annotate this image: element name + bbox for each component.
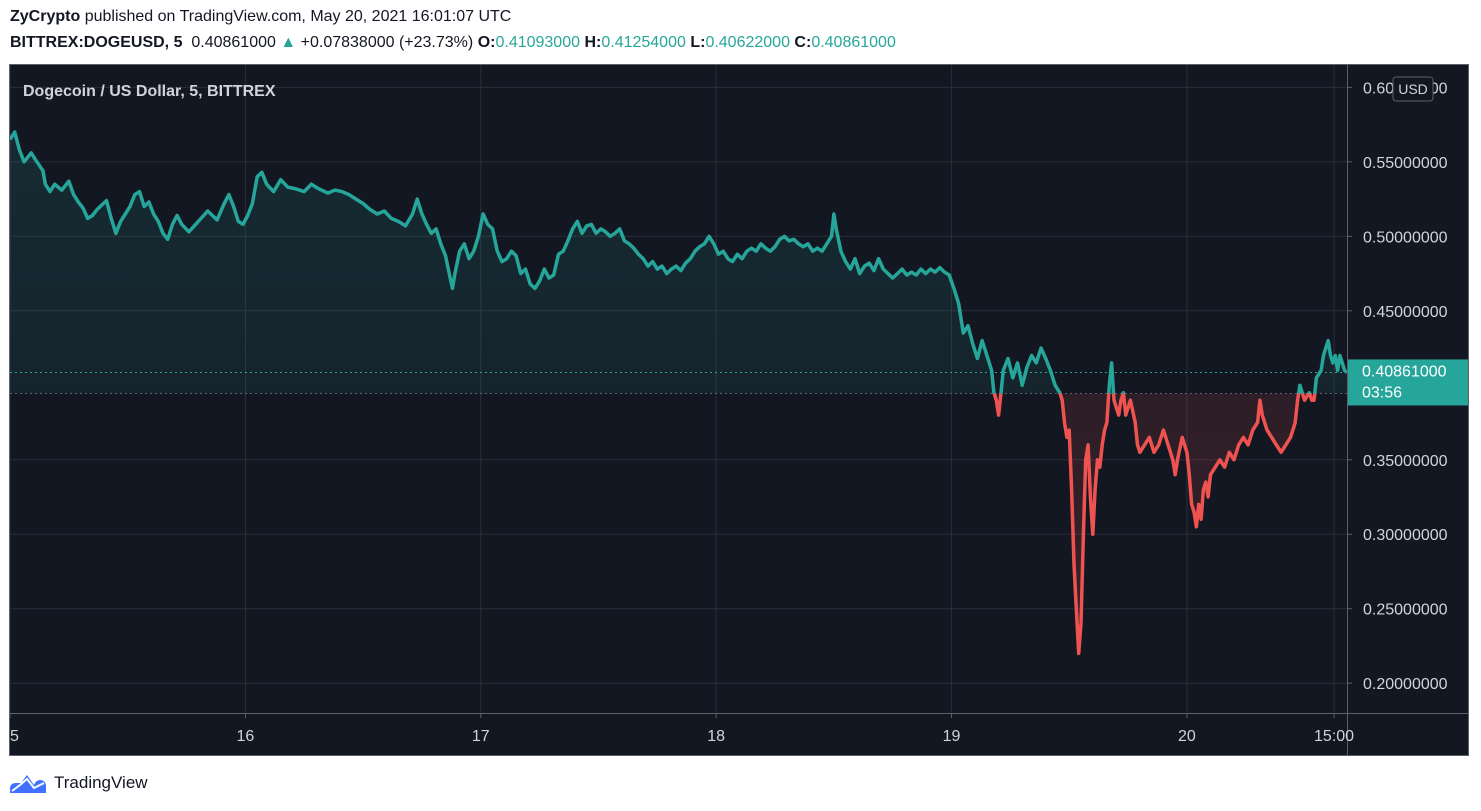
y-tick-label: 0.25000000: [1363, 602, 1448, 619]
x-tick-label: 18: [707, 728, 725, 745]
close-label: C:: [794, 34, 812, 51]
chart-title: Dogecoin / US Dollar, 5, BITTREX: [23, 83, 276, 100]
last-price: 0.40861000: [191, 34, 276, 51]
footer-brand[interactable]: TradingView: [8, 770, 148, 796]
tradingview-logo-icon: [10, 775, 46, 793]
current-price-value: 0.40861000: [1362, 363, 1447, 380]
y-tick-label: 0.55000000: [1363, 155, 1448, 172]
open-value: 0.41093000: [495, 34, 580, 51]
low-value: 0.40622000: [705, 34, 790, 51]
author-name[interactable]: ZyCrypto: [10, 8, 81, 25]
y-tick-label: 0.35000000: [1363, 453, 1448, 470]
y-tick-label: 0.50000000: [1363, 229, 1448, 246]
price-chart[interactable]: 0.600000000.550000000.500000000.45000000…: [10, 65, 1468, 755]
countdown-timer: 03:56: [1362, 384, 1402, 401]
x-tick-label: 15:00: [1314, 728, 1354, 745]
x-tick-label: 17: [472, 728, 490, 745]
y-tick-label: 0.30000000: [1363, 527, 1448, 544]
published-text: published on TradingView.com, May 20, 20…: [84, 8, 512, 25]
area-fill-above: [10, 132, 1347, 394]
up-arrow-icon: ▲: [280, 34, 297, 51]
close-value: 0.40861000: [811, 34, 896, 51]
price-line-below: [992, 393, 1317, 656]
low-label: L:: [690, 34, 706, 51]
brand-name: TradingView: [54, 773, 148, 792]
current-price-label: 0.40861000 03:56: [1348, 359, 1468, 406]
time-axis[interactable]: 15 16 17 18 19 20 15:00: [10, 713, 1354, 745]
currency-badge-label: USD: [1398, 81, 1428, 97]
price-change: +0.07838000 (+23.73%): [300, 34, 474, 51]
chart-frame[interactable]: 0.600000000.550000000.500000000.45000000…: [9, 64, 1469, 756]
currency-badge[interactable]: USD: [1392, 76, 1434, 102]
y-tick-label: 0.45000000: [1363, 304, 1448, 321]
publish-info: ZyCrypto published on TradingView.com, M…: [10, 8, 511, 26]
symbol-info: BITTREX:DOGEUSD, 5 0.40861000 ▲ +0.07838…: [10, 34, 896, 52]
high-value: 0.41254000: [601, 34, 686, 51]
x-tick-label: 20: [1178, 728, 1196, 745]
symbol: BITTREX:DOGEUSD, 5: [10, 34, 183, 51]
price-line-above: [10, 130, 1347, 394]
x-tick-label: 15: [10, 728, 19, 745]
area-fill-below: [10, 393, 1347, 654]
y-tick-label: 0.20000000: [1363, 676, 1448, 693]
x-tick-label: 19: [943, 728, 961, 745]
open-label: O:: [477, 34, 496, 51]
high-label: H:: [584, 34, 602, 51]
x-tick-label: 16: [236, 728, 254, 745]
